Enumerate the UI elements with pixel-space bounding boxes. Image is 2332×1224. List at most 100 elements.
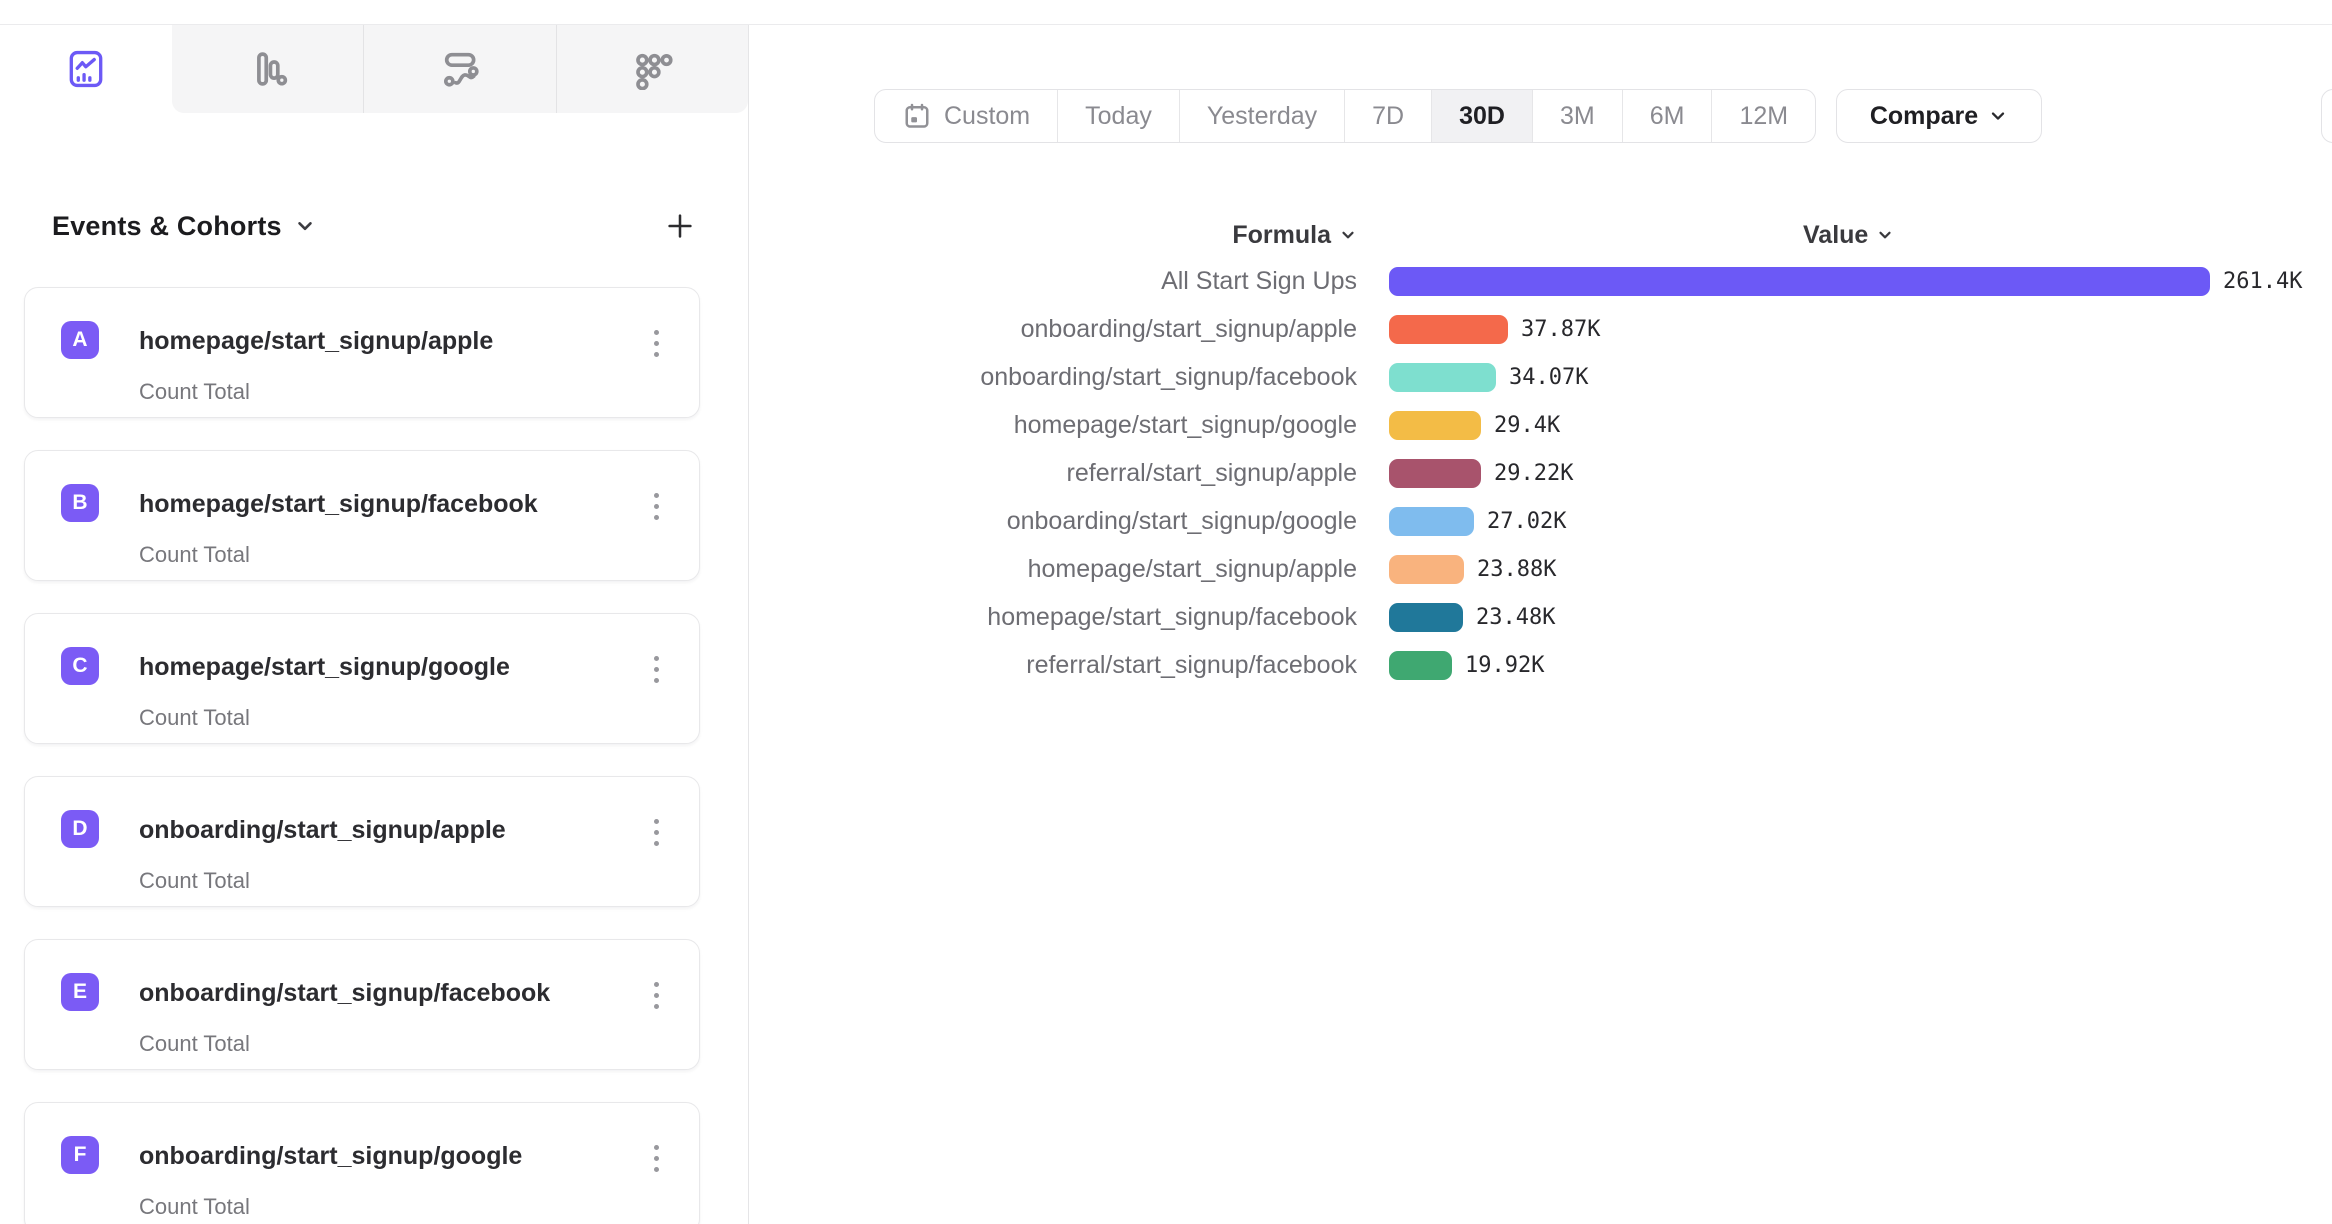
chart-row: referral/start_signup/apple 29.22K bbox=[830, 449, 2310, 497]
range-button-30d[interactable]: 30D bbox=[1431, 90, 1532, 142]
event-metric[interactable]: Count Total bbox=[139, 379, 250, 404]
chart-row: referral/start_signup/facebook 19.92K bbox=[830, 641, 2310, 689]
calendar-icon bbox=[902, 101, 932, 131]
bar-value-label: 37.87K bbox=[1521, 316, 1601, 342]
range-label: 3M bbox=[1559, 101, 1595, 130]
event-name: onboarding/start_signup/apple bbox=[139, 816, 506, 844]
date-range-selector: Custom Today Yesterday 7D 30D 3M 6M 12M bbox=[874, 89, 1817, 143]
range-label: Custom bbox=[944, 101, 1031, 130]
chart-column-headers: Formula Value bbox=[830, 213, 2310, 257]
kebab-menu-icon[interactable] bbox=[639, 652, 673, 687]
kebab-menu-icon[interactable] bbox=[639, 489, 673, 524]
chart-row: onboarding/start_signup/facebook 34.07K bbox=[830, 353, 2310, 401]
range-button-12m[interactable]: 12M bbox=[1711, 90, 1815, 142]
bar-value-label: 29.22K bbox=[1494, 460, 1574, 486]
range-label: 30D bbox=[1459, 101, 1505, 130]
bar-category-label: homepage/start_signup/google bbox=[1013, 410, 1357, 439]
bar[interactable] bbox=[1389, 506, 1474, 536]
compare-label: Compare bbox=[1869, 101, 1979, 130]
event-card[interactable]: C homepage/start_signup/google Count Tot… bbox=[24, 613, 700, 744]
range-label: Today bbox=[1085, 101, 1152, 130]
value-header-label: Value bbox=[1803, 220, 1869, 249]
tab-funnels[interactable] bbox=[172, 25, 363, 113]
event-card[interactable]: E onboarding/start_signup/facebook Count… bbox=[24, 939, 700, 1070]
bar-category-label: homepage/start_signup/apple bbox=[1027, 554, 1357, 583]
range-button-6m[interactable]: 6M bbox=[1621, 90, 1712, 142]
bar-category-label: All Start Sign Ups bbox=[1161, 266, 1357, 295]
chevron-down-icon bbox=[1879, 231, 1891, 239]
events-cohorts-title: Events & Cohorts bbox=[52, 210, 282, 241]
bar[interactable] bbox=[1389, 362, 1496, 392]
bar-category-label: onboarding/start_signup/google bbox=[1006, 506, 1357, 535]
inactive-tabs-group bbox=[172, 25, 748, 113]
range-button-yesterday[interactable]: Yesterday bbox=[1178, 90, 1344, 142]
formula-column-header[interactable]: Formula bbox=[830, 221, 1367, 250]
range-label: 7D bbox=[1372, 101, 1405, 130]
insights-line-chart-icon bbox=[65, 48, 107, 90]
clipped-edge-button[interactable] bbox=[2321, 89, 2332, 143]
tab-retention[interactable] bbox=[555, 25, 748, 113]
chart-row: homepage/start_signup/facebook 23.48K bbox=[830, 593, 2310, 641]
bar[interactable] bbox=[1389, 458, 1481, 488]
event-name: homepage/start_signup/google bbox=[139, 653, 510, 681]
funnel-bars-icon bbox=[247, 48, 289, 90]
bar-category-label: onboarding/start_signup/apple bbox=[1020, 314, 1357, 343]
kebab-menu-icon[interactable] bbox=[639, 978, 673, 1013]
range-button-7d[interactable]: 7D bbox=[1344, 90, 1431, 142]
event-letter-badge: D bbox=[61, 810, 99, 848]
formula-header-label: Formula bbox=[1232, 220, 1331, 249]
bar-value-label: 23.88K bbox=[1477, 556, 1557, 582]
chart-rows: All Start Sign Ups 261.4K onboarding/sta… bbox=[830, 257, 2310, 689]
event-metric[interactable]: Count Total bbox=[139, 542, 250, 567]
bar-value-label: 29.4K bbox=[1494, 412, 1561, 438]
bar-category-label: homepage/start_signup/facebook bbox=[987, 602, 1357, 631]
chevron-down-icon[interactable] bbox=[294, 215, 316, 237]
chart-row: onboarding/start_signup/google 27.02K bbox=[830, 497, 2310, 545]
range-button-custom[interactable]: Custom bbox=[875, 90, 1057, 142]
event-letter-badge: B bbox=[61, 484, 99, 522]
event-card[interactable]: D onboarding/start_signup/apple Count To… bbox=[24, 776, 700, 907]
value-column-header[interactable]: Value bbox=[1803, 221, 1894, 250]
event-name: homepage/start_signup/apple bbox=[139, 327, 494, 355]
kebab-menu-icon[interactable] bbox=[639, 815, 673, 850]
bar-value-label: 261.4K bbox=[2223, 268, 2303, 294]
retention-dots-icon bbox=[631, 48, 673, 90]
range-label: Yesterday bbox=[1206, 101, 1318, 130]
range-button-3m[interactable]: 3M bbox=[1531, 90, 1622, 142]
report-type-tabbar bbox=[0, 25, 748, 113]
bar-category-label: referral/start_signup/apple bbox=[1066, 458, 1357, 487]
bar-chart: Formula Value All Start Sign Ups 261.4K … bbox=[830, 213, 2310, 689]
kebab-menu-icon[interactable] bbox=[639, 1141, 673, 1176]
event-metric[interactable]: Count Total bbox=[139, 1194, 250, 1219]
event-name: onboarding/start_signup/facebook bbox=[139, 979, 551, 1007]
chevron-down-icon bbox=[1342, 231, 1354, 239]
bar[interactable] bbox=[1389, 266, 2210, 296]
event-card[interactable]: B homepage/start_signup/facebook Count T… bbox=[24, 450, 700, 581]
bar[interactable] bbox=[1389, 602, 1463, 632]
bar[interactable] bbox=[1389, 650, 1452, 680]
chevron-down-icon bbox=[1992, 112, 2005, 120]
kebab-menu-icon[interactable] bbox=[639, 326, 673, 361]
event-card[interactable]: F onboarding/start_signup/google Count T… bbox=[24, 1102, 700, 1224]
event-card-list: A homepage/start_signup/apple Count Tota… bbox=[24, 287, 700, 1224]
tab-insights[interactable] bbox=[0, 25, 172, 113]
bar[interactable] bbox=[1389, 314, 1508, 344]
tab-flows[interactable] bbox=[363, 25, 555, 113]
bar[interactable] bbox=[1389, 554, 1464, 584]
bar[interactable] bbox=[1389, 410, 1481, 440]
events-cohorts-header: Events & Cohorts bbox=[52, 201, 700, 251]
event-metric[interactable]: Count Total bbox=[139, 1031, 250, 1056]
range-button-today[interactable]: Today bbox=[1057, 90, 1179, 142]
event-metric[interactable]: Count Total bbox=[139, 868, 250, 893]
chart-row: onboarding/start_signup/apple 37.87K bbox=[830, 305, 2310, 353]
event-card[interactable]: A homepage/start_signup/apple Count Tota… bbox=[24, 287, 700, 418]
query-builder-sidebar: Events & Cohorts A homepage/start_signup… bbox=[0, 25, 749, 1224]
add-event-button[interactable] bbox=[660, 206, 700, 246]
bar-category-label: onboarding/start_signup/facebook bbox=[980, 362, 1357, 391]
chart-row: homepage/start_signup/apple 23.88K bbox=[830, 545, 2310, 593]
event-letter-badge: F bbox=[61, 1136, 99, 1174]
event-letter-badge: A bbox=[61, 321, 99, 359]
event-metric[interactable]: Count Total bbox=[139, 705, 250, 730]
compare-button[interactable]: Compare bbox=[1836, 89, 2042, 143]
